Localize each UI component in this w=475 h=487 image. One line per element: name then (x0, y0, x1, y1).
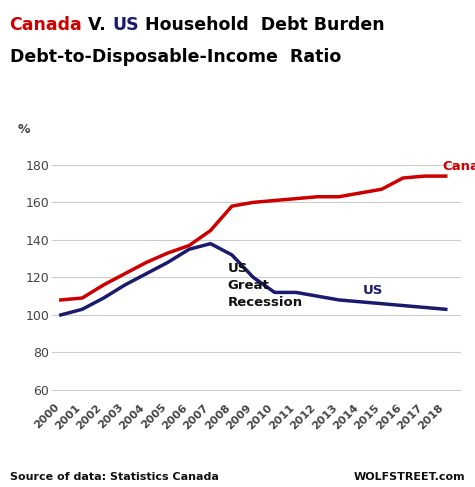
Text: Source of data: Statistics Canada: Source of data: Statistics Canada (10, 472, 218, 482)
Text: Household  Debt Burden: Household Debt Burden (139, 16, 384, 34)
Text: V.: V. (82, 16, 112, 34)
Text: US: US (112, 16, 139, 34)
Text: Canada: Canada (443, 160, 475, 173)
Text: Canada: Canada (10, 16, 82, 34)
Text: %: % (18, 123, 30, 136)
Text: Debt-to-Disposable-Income  Ratio: Debt-to-Disposable-Income Ratio (10, 48, 341, 66)
Text: WOLFSTREET.com: WOLFSTREET.com (354, 472, 466, 482)
Text: US: US (362, 284, 383, 297)
Text: US
Great
Recession: US Great Recession (228, 262, 303, 309)
